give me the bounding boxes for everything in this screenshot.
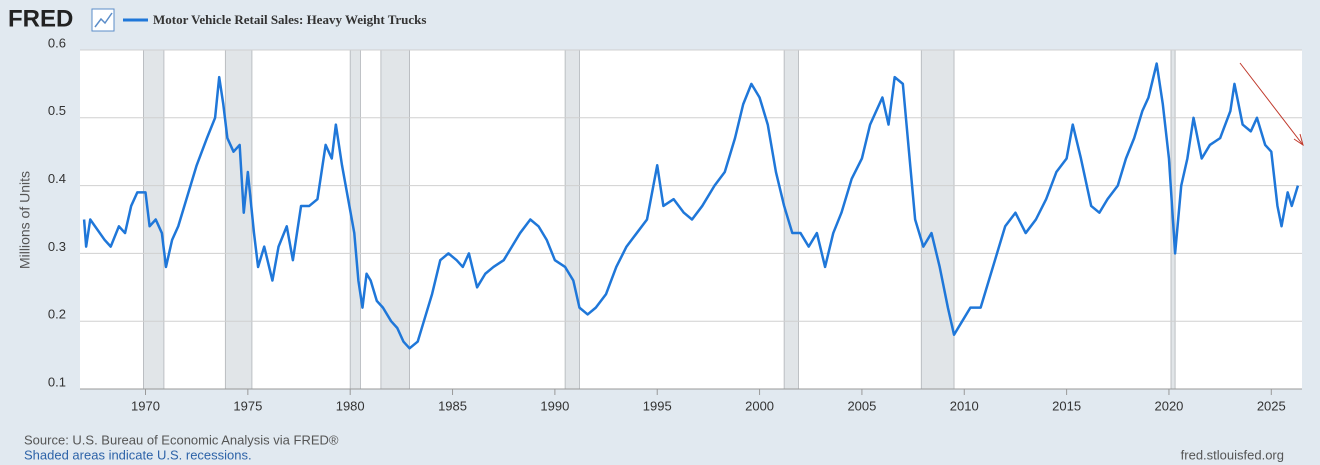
recession [380, 49, 410, 390]
x-tick-label: 2010 [950, 398, 979, 413]
x-tick-label: 1970 [131, 398, 160, 413]
x-tick-label: 2025 [1257, 398, 1286, 413]
y-tick-label: 0.2 [48, 307, 66, 322]
annotation-arrow [1239, 62, 1304, 146]
annotation-arrowhead [1293, 133, 1304, 147]
x-tick-label: 2020 [1154, 398, 1183, 413]
recession [224, 49, 253, 390]
x-tick-label: 1990 [540, 398, 569, 413]
source: Source: U.S. Bureau of Economic Analysis… [24, 432, 339, 447]
y-tick-label: 0.3 [48, 239, 66, 254]
x-tick-label: 1995 [643, 398, 672, 413]
x-tick-label: 2015 [1052, 398, 1081, 413]
site: fred.stlouisfed.org [1181, 447, 1284, 462]
x-tick-label: 1975 [233, 398, 262, 413]
x-tick-label: 2005 [847, 398, 876, 413]
y-axis-label: Millions of Units [17, 171, 33, 269]
recession [564, 49, 580, 390]
recession [920, 49, 955, 390]
x-tick-label: 1985 [438, 398, 467, 413]
y-tick-label: 0.5 [48, 103, 66, 118]
recession [783, 49, 799, 390]
series-line [82, 62, 1300, 350]
logo: FRED [8, 5, 73, 32]
recession [143, 49, 165, 390]
logo-icon-line [94, 12, 113, 28]
legend-label: Motor Vehicle Retail Sales: Heavy Weight… [153, 12, 426, 27]
y-tick-label: 0.6 [48, 35, 66, 50]
y-tick-label: 0.1 [48, 374, 66, 389]
x-tick-label: 2000 [745, 398, 774, 413]
x-tick-label: 1980 [336, 398, 365, 413]
recession-note: Shaded areas indicate U.S. recessions. [24, 447, 252, 462]
y-tick-label: 0.4 [48, 171, 66, 186]
